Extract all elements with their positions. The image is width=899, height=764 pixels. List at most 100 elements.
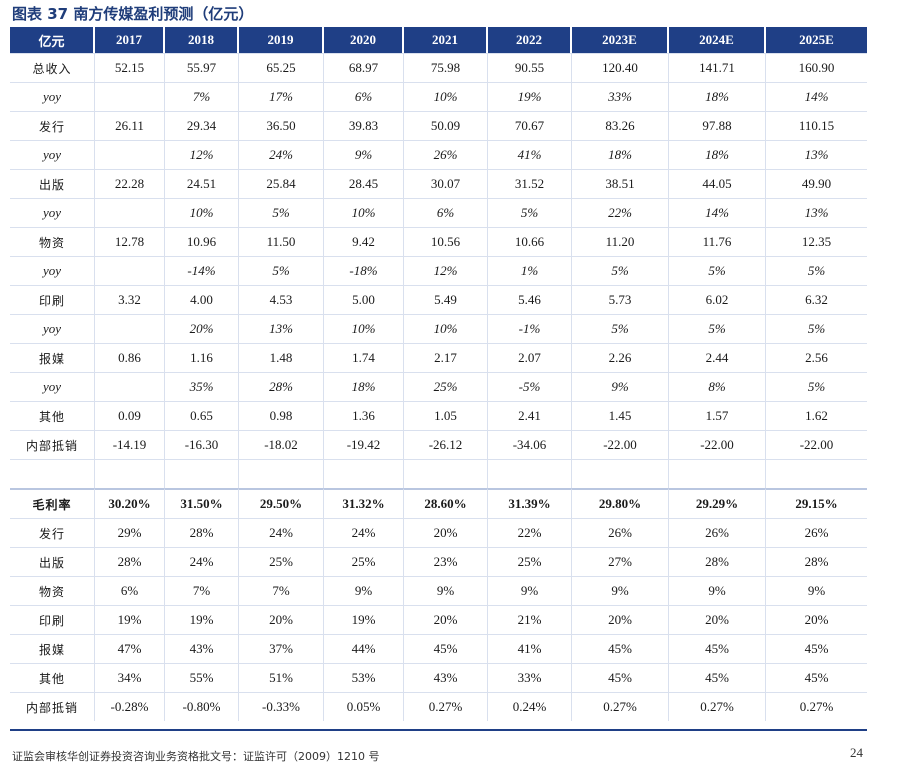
- table-cell: [95, 82, 165, 111]
- table-cell: 29.34: [165, 111, 239, 140]
- table-cell: 9%: [766, 576, 867, 605]
- footer-divider: [10, 729, 867, 731]
- table-cell: 41%: [488, 634, 572, 663]
- table-cell: 5%: [766, 314, 867, 343]
- table-cell: -0.33%: [239, 692, 324, 721]
- table-cell: 6%: [95, 576, 165, 605]
- table-cell: 24.51: [165, 169, 239, 198]
- table-cell: 0.98: [239, 401, 324, 430]
- table-cell: 25%: [488, 547, 572, 576]
- table-cell: 26%: [669, 518, 766, 547]
- header-cell: 2021: [404, 27, 488, 53]
- table-cell: 0.24%: [488, 692, 572, 721]
- table-row: yoy 20% 13% 10% 10% -1% 5% 5% 5%: [10, 314, 867, 343]
- spacer-section: [10, 459, 867, 488]
- table-cell: 53%: [324, 663, 404, 692]
- table-cell: 75.98: [404, 53, 488, 82]
- table-cell: 7%: [239, 576, 324, 605]
- table-cell: 5%: [669, 314, 766, 343]
- table-cell: 12.35: [766, 227, 867, 256]
- table-cell: 35%: [165, 372, 239, 401]
- table-cell: 90.55: [488, 53, 572, 82]
- table-cell: 29%: [95, 518, 165, 547]
- row-label: 发行: [10, 111, 95, 140]
- table-cell: 97.88: [669, 111, 766, 140]
- table-cell: 10.66: [488, 227, 572, 256]
- table-cell: 5.73: [572, 285, 669, 314]
- table-cell: 9%: [488, 576, 572, 605]
- table-cell: 12.78: [95, 227, 165, 256]
- table-cell: 38.51: [572, 169, 669, 198]
- table-cell: 29.50%: [239, 488, 324, 518]
- table-cell: 55%: [165, 663, 239, 692]
- header-cell: 2024E: [669, 27, 766, 53]
- row-label: 总收入: [10, 53, 95, 82]
- table-cell: 2.07: [488, 343, 572, 372]
- table-cell: 24%: [165, 547, 239, 576]
- row-label: yoy: [10, 372, 95, 401]
- table-cell: -14.19: [95, 430, 165, 459]
- table-cell: -0.28%: [95, 692, 165, 721]
- table-row: 报媒 0.86 1.16 1.48 1.74 2.17 2.07 2.26 2.44 2.56: [10, 343, 867, 372]
- table-cell: -26.12: [404, 430, 488, 459]
- table-cell: 9.42: [324, 227, 404, 256]
- table-cell: 24%: [324, 518, 404, 547]
- table-cell: 10%: [404, 314, 488, 343]
- table-cell: 33%: [488, 663, 572, 692]
- table-cell: -18%: [324, 256, 404, 285]
- table-cell: 25%: [404, 372, 488, 401]
- table-cell: 5%: [572, 314, 669, 343]
- table-cell: [95, 372, 165, 401]
- table-cell: 1.74: [324, 343, 404, 372]
- table-cell: 12%: [404, 256, 488, 285]
- table-cell: 37%: [239, 634, 324, 663]
- row-label: 印刷: [10, 285, 95, 314]
- table-cell: -19.42: [324, 430, 404, 459]
- header-cell: 2018: [165, 27, 239, 53]
- table-cell: 18%: [669, 140, 766, 169]
- table-cell: 29.29%: [669, 488, 766, 518]
- header-cell: 2019: [239, 27, 324, 53]
- table-cell: 1.45: [572, 401, 669, 430]
- table-cell: 4.53: [239, 285, 324, 314]
- table-cell: -1%: [488, 314, 572, 343]
- table-cell: 1.48: [239, 343, 324, 372]
- table-row: 发行 29% 28% 24% 24% 20% 22% 26% 26% 26%: [10, 518, 867, 547]
- table-cell: 19%: [488, 82, 572, 111]
- table-cell: 11.20: [572, 227, 669, 256]
- table-cell: 20%: [239, 605, 324, 634]
- row-label: 其他: [10, 663, 95, 692]
- table-cell: 22%: [572, 198, 669, 227]
- row-label: 报媒: [10, 343, 95, 372]
- header-cell: 2017: [95, 27, 165, 53]
- table-cell: 14%: [766, 82, 867, 111]
- row-label: 出版: [10, 169, 95, 198]
- table-cell: 36.50: [239, 111, 324, 140]
- table-row: 出版 22.28 24.51 25.84 28.45 30.07 31.52 38.51 44.…: [10, 169, 867, 198]
- table-cell: 70.67: [488, 111, 572, 140]
- row-label: 发行: [10, 518, 95, 547]
- spacer-row: [10, 459, 867, 488]
- table-cell: 28%: [766, 547, 867, 576]
- table-cell: 7%: [165, 576, 239, 605]
- row-label: yoy: [10, 140, 95, 169]
- table-cell: 5%: [239, 256, 324, 285]
- table-cell: 1.62: [766, 401, 867, 430]
- table-cell: 33%: [572, 82, 669, 111]
- table-cell: 20%: [766, 605, 867, 634]
- table-cell: 1.36: [324, 401, 404, 430]
- table-cell: 5.46: [488, 285, 572, 314]
- table-row: 其他 0.09 0.65 0.98 1.36 1.05 2.41 1.45 1.57 1.62: [10, 401, 867, 430]
- table-cell: 12%: [165, 140, 239, 169]
- table-cell: 0.05%: [324, 692, 404, 721]
- row-label: yoy: [10, 82, 95, 111]
- table-cell: 11.50: [239, 227, 324, 256]
- table-cell: 39.83: [324, 111, 404, 140]
- table-cell: 31.52: [488, 169, 572, 198]
- table-cell: 1.05: [404, 401, 488, 430]
- row-label: 出版: [10, 547, 95, 576]
- table-cell: 6.32: [766, 285, 867, 314]
- table-cell: 28%: [95, 547, 165, 576]
- table-cell: 5%: [766, 256, 867, 285]
- table-row: 物资 6% 7% 7% 9% 9% 9% 9% 9% 9%: [10, 576, 867, 605]
